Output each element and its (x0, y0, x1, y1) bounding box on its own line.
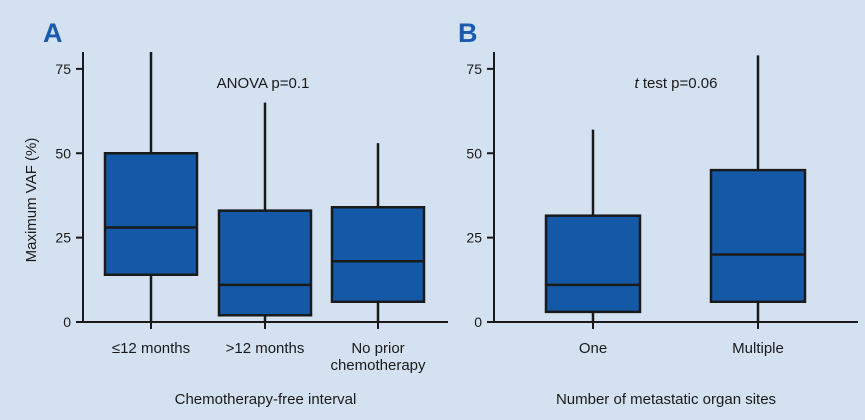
stat-annotation-italic: t (635, 75, 640, 92)
stat-annotation-text: ANOVA p=0.1 (217, 75, 310, 92)
panel-label-a: A (43, 18, 63, 48)
x-tick-label: ≤12 months (112, 340, 190, 357)
y-tick-label: 25 (55, 230, 71, 246)
panel-label-b: B (458, 18, 478, 48)
box (544, 214, 642, 314)
x-tick-label: chemotherapy (330, 357, 426, 374)
y-axis-label: Maximum VAF (%) (23, 138, 40, 263)
x-axis-label: Number of metastatic organ sites (556, 391, 776, 408)
y-tick-label: 50 (466, 145, 482, 161)
y-tick-label: 50 (55, 145, 71, 161)
stat-annotation: t test p=0.06 (635, 75, 718, 92)
box (709, 168, 807, 303)
box (330, 206, 426, 303)
x-tick-label: No prior (351, 340, 404, 357)
y-tick-label: 0 (63, 314, 71, 330)
x-axis-label: Chemotherapy-free interval (175, 391, 357, 408)
box (103, 152, 199, 276)
y-tick-label: 25 (466, 230, 482, 246)
y-tick-label: 0 (474, 314, 482, 330)
stat-annotation: ANOVA p=0.1 (217, 75, 310, 92)
x-tick-label: One (579, 340, 607, 357)
stat-annotation-text: test p=0.06 (639, 75, 718, 92)
x-tick-label: Multiple (732, 340, 784, 357)
y-tick-label: 75 (466, 61, 482, 77)
y-tick-label: 75 (55, 61, 71, 77)
x-tick-label: >12 months (226, 340, 305, 357)
box (217, 209, 313, 317)
